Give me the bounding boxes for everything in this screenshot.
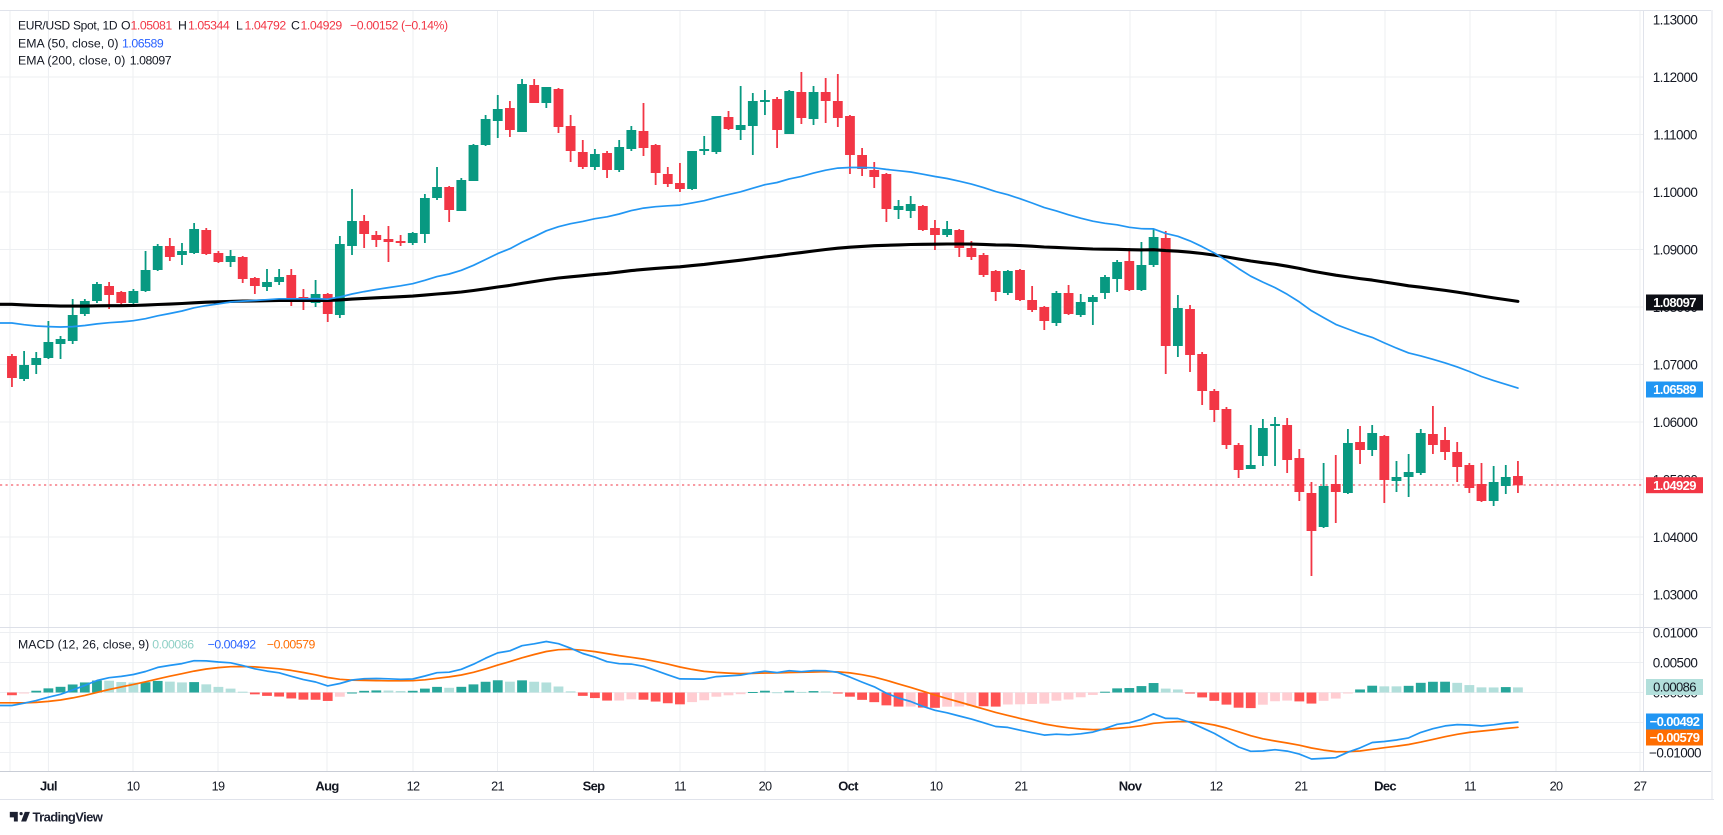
svg-text:Aug: Aug: [315, 778, 339, 793]
svg-text:−0.00492: −0.00492: [1650, 714, 1700, 729]
svg-text:L: L: [236, 19, 243, 33]
svg-text:EUR/USD Spot, 1D: EUR/USD Spot, 1D: [18, 19, 118, 33]
svg-text:1.04000: 1.04000: [1653, 530, 1698, 545]
svg-text:O: O: [121, 19, 131, 33]
svg-text:1.04929: 1.04929: [1653, 478, 1696, 493]
svg-text:20: 20: [759, 779, 772, 793]
svg-text:10: 10: [930, 779, 943, 793]
svg-text:10: 10: [127, 779, 140, 793]
svg-text:1.12000: 1.12000: [1653, 70, 1698, 85]
svg-text:1.06589: 1.06589: [122, 36, 164, 50]
svg-text:21: 21: [491, 779, 504, 793]
svg-text:−0.00152 (−0.14%): −0.00152 (−0.14%): [350, 19, 448, 33]
svg-text:EMA (50, close, 0): EMA (50, close, 0): [18, 36, 118, 50]
svg-text:MACD (12, 26, close, 9): MACD (12, 26, close, 9): [18, 637, 149, 651]
svg-text:1.08097: 1.08097: [1653, 295, 1696, 310]
svg-text:−0.00579: −0.00579: [1650, 730, 1700, 745]
svg-text:0.00500: 0.00500: [1653, 655, 1698, 670]
svg-text:1.04929: 1.04929: [301, 19, 343, 33]
svg-text:1.13000: 1.13000: [1653, 12, 1698, 27]
svg-text:H: H: [178, 19, 187, 33]
svg-text:TradingView: TradingView: [33, 809, 104, 824]
svg-text:1.04792: 1.04792: [245, 19, 287, 33]
svg-text:Nov: Nov: [1119, 778, 1143, 793]
svg-text:Dec: Dec: [1374, 778, 1396, 793]
svg-text:1.05081: 1.05081: [131, 19, 173, 33]
svg-text:11: 11: [1464, 779, 1476, 793]
svg-text:1.10000: 1.10000: [1653, 185, 1698, 200]
svg-text:−0.00492: −0.00492: [208, 637, 257, 651]
svg-text:21: 21: [1015, 779, 1028, 793]
svg-text:−0.01000: −0.01000: [1649, 745, 1701, 760]
svg-text:19: 19: [212, 779, 225, 793]
svg-text:C: C: [291, 19, 300, 33]
svg-text:Oct: Oct: [838, 778, 859, 793]
svg-text:27: 27: [1634, 779, 1647, 793]
svg-text:12: 12: [1210, 779, 1223, 793]
svg-text:Sep: Sep: [583, 778, 606, 793]
svg-text:1.11000: 1.11000: [1653, 127, 1697, 142]
svg-text:0.00086: 0.00086: [152, 637, 194, 651]
svg-text:1.09000: 1.09000: [1653, 242, 1698, 257]
svg-text:1.07000: 1.07000: [1653, 357, 1698, 372]
svg-text:Jul: Jul: [40, 778, 57, 793]
svg-text:1.06000: 1.06000: [1653, 415, 1698, 430]
svg-text:−0.00579: −0.00579: [267, 637, 316, 651]
svg-text:1.06589: 1.06589: [1653, 382, 1696, 397]
svg-text:1.08097: 1.08097: [130, 54, 172, 68]
svg-text:1.05344: 1.05344: [188, 19, 230, 33]
svg-text:0.00086: 0.00086: [1653, 680, 1696, 695]
svg-text:20: 20: [1550, 779, 1563, 793]
svg-text:1.03000: 1.03000: [1653, 587, 1698, 602]
svg-text:11: 11: [674, 779, 686, 793]
svg-text:EMA (200, close, 0): EMA (200, close, 0): [18, 54, 125, 68]
svg-text:0.01000: 0.01000: [1653, 625, 1698, 640]
svg-text:12: 12: [407, 779, 420, 793]
svg-text:21: 21: [1295, 779, 1308, 793]
